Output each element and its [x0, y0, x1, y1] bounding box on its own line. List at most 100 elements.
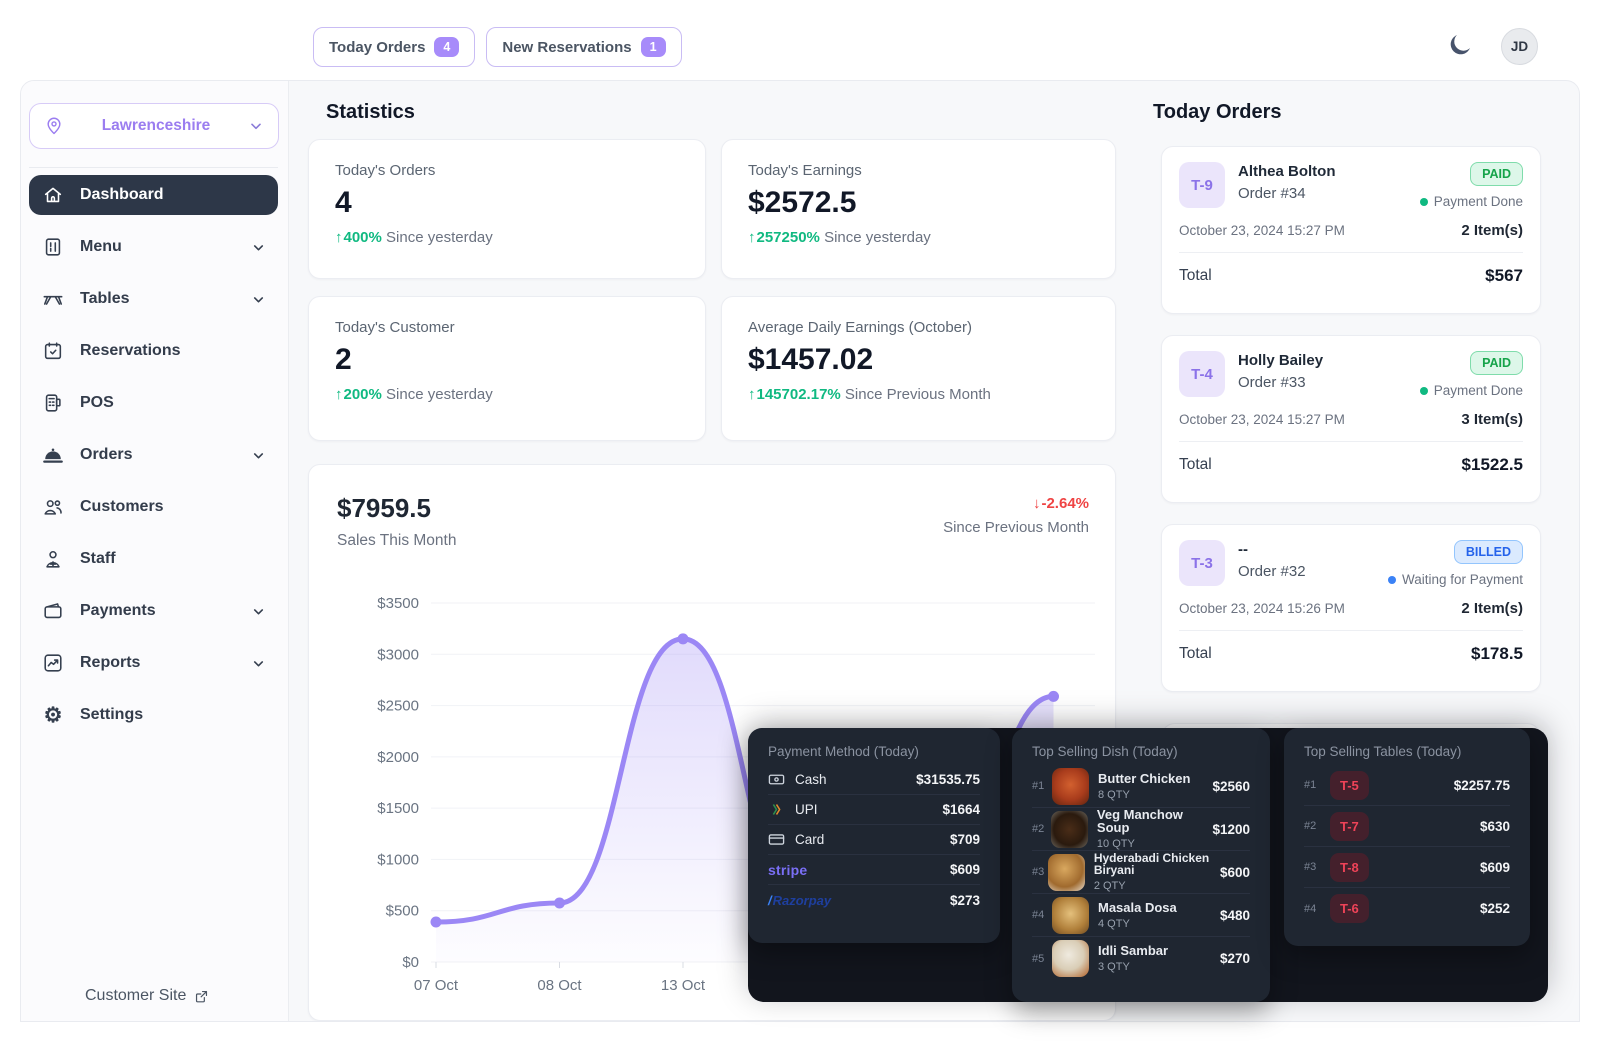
sidebar-item-payments[interactable]: Payments: [29, 591, 278, 631]
dark-mode-toggle[interactable]: [1446, 31, 1474, 59]
statistics-heading: Statistics: [326, 101, 415, 123]
sidebar-item-menu[interactable]: Menu: [29, 227, 278, 267]
location-selector[interactable]: Lawrenceshire: [29, 103, 279, 149]
dish-rank: #3: [1032, 866, 1045, 878]
payment-method-panel: Payment Method (Today) Cash $31535.75 UP…: [748, 728, 1000, 943]
payment-status-text: Waiting for Payment: [1401, 572, 1523, 587]
sidebar-item-staff[interactable]: Staff: [29, 539, 278, 579]
stat-value: $1457.02: [748, 343, 874, 376]
payment-amount: $609: [949, 862, 980, 877]
table-badge: T-3: [1179, 540, 1225, 586]
dish-qty: 10 QTY: [1096, 838, 1135, 850]
customer-site-link[interactable]: Customer Site: [85, 987, 210, 1005]
svg-text:08 Oct: 08 Oct: [537, 977, 582, 994]
table-rank: #3: [1304, 861, 1317, 873]
chevron-down-icon: [251, 123, 261, 130]
dish-name: Veg Manchow Soup: [1096, 807, 1183, 835]
table-row: #4 T-6 $252: [1304, 888, 1510, 929]
sidebar-item-label: Customers: [80, 498, 164, 515]
top-quick-tabs: Today Orders 4 New Reservations 1: [313, 27, 682, 67]
order-number: Order #32: [1238, 563, 1306, 580]
dish-amount: $1200: [1212, 821, 1250, 837]
moon-icon: [1450, 34, 1471, 55]
sidebar-item-dashboard[interactable]: Dashboard: [29, 175, 278, 215]
app-frame: Lawrenceshire Dashboard Menu Tables: [20, 80, 1580, 1022]
status-badge: PAID: [1470, 162, 1523, 186]
order-card[interactable]: T-4 Holly Bailey Order #33 PAID Payment …: [1161, 335, 1541, 503]
dish-qty: 4 QTY: [1098, 917, 1130, 930]
order-customer: Holly Bailey: [1238, 352, 1324, 369]
new-reservations-button-label: New Reservations: [502, 38, 632, 56]
stat-change: 400%: [335, 229, 382, 246]
order-card[interactable]: T-9 Althea Bolton Order #34 PAID Payment…: [1161, 146, 1541, 314]
table-row: #2 T-7 $630: [1304, 806, 1510, 847]
chevron-down-icon: [251, 448, 266, 463]
svg-text:07 Oct: 07 Oct: [414, 977, 459, 994]
dish-name: Idli Sambar: [1098, 943, 1169, 958]
dish-row: #3 Hyderabadi Chicken Biryani 2 QTY $600: [1032, 851, 1250, 894]
chevron-down-icon: [251, 240, 266, 255]
stat-change-note: Since yesterday: [824, 229, 931, 246]
sidebar: Lawrenceshire Dashboard Menu Tables: [21, 81, 289, 1021]
upi-logo-icon: [768, 802, 788, 817]
dish-amount: $270: [1219, 951, 1250, 966]
stat-title: Today's Earnings: [748, 162, 862, 179]
payment-row: stripe $609: [768, 855, 980, 885]
svg-text:$0: $0: [402, 954, 419, 971]
sidebar-item-label: Tables: [80, 290, 130, 307]
dish-qty: 2 QTY: [1093, 880, 1126, 892]
sidebar-item-label: Dashboard: [80, 186, 164, 203]
sidebar-item-label: Menu: [80, 238, 122, 255]
table-amount: $630: [1479, 818, 1510, 834]
dish-rank: #1: [1032, 780, 1045, 792]
svg-text:$2500: $2500: [377, 698, 419, 715]
sidebar-item-label: POS: [80, 394, 114, 411]
divider: [1179, 252, 1523, 253]
stat-card-todays-customer: Today's Customer 2 200% Since yesterday: [308, 296, 706, 441]
payment-amount: $273: [949, 892, 980, 908]
stat-change-note: Since yesterday: [386, 229, 493, 246]
today-orders-button[interactable]: Today Orders 4: [313, 27, 476, 67]
dish-rank: #2: [1032, 823, 1045, 835]
tables-icon: [41, 287, 65, 311]
main-content: Statistics Today's Orders 4 400% Since y…: [289, 81, 1579, 1021]
dish-row: #5 Idli Sambar 3 QTY $270: [1032, 937, 1250, 980]
new-reservations-button[interactable]: New Reservations 1: [486, 27, 682, 67]
table-rank: #2: [1304, 820, 1317, 832]
svg-text:$3000: $3000: [377, 646, 419, 663]
payment-status-text: Payment Done: [1433, 383, 1523, 398]
dish-image: [1052, 767, 1089, 805]
sidebar-item-reports[interactable]: Reports: [29, 643, 278, 683]
today-orders-heading: Today Orders: [1153, 101, 1282, 123]
dish-rank: #5: [1032, 952, 1045, 965]
order-datetime: October 23, 2024 15:27 PM: [1179, 412, 1345, 427]
dish-name: Butter Chicken: [1098, 770, 1191, 786]
wallet-icon: [41, 599, 65, 623]
chevron-down-icon: [251, 292, 266, 307]
home-icon: [41, 183, 65, 207]
stat-value: 4: [335, 186, 352, 219]
sidebar-item-tables[interactable]: Tables: [29, 279, 278, 319]
dish-row: #1 Butter Chicken 8 QTY $2560: [1032, 765, 1250, 808]
sidebar-item-customers[interactable]: Customers: [29, 487, 278, 527]
stat-title: Today's Customer: [335, 319, 455, 336]
stat-change-note: Since Previous Month: [844, 386, 991, 403]
dish-row: #4 Masala Dosa 4 QTY $480: [1032, 894, 1250, 937]
payment-status-dot: [1419, 197, 1428, 206]
sidebar-item-label: Reports: [80, 654, 141, 671]
sidebar-item-reservations[interactable]: Reservations: [29, 331, 278, 371]
sidebar-item-pos[interactable]: POS: [29, 383, 278, 423]
sidebar-item-label: Staff: [80, 550, 116, 567]
chevron-down-icon: [251, 656, 266, 671]
user-avatar[interactable]: JD: [1501, 28, 1538, 65]
sidebar-item-settings[interactable]: ⚙ Settings: [29, 695, 278, 735]
sidebar-item-orders[interactable]: Orders: [29, 435, 278, 475]
payment-row: Cash $31535.75: [768, 765, 980, 795]
order-total-label: Total: [1179, 456, 1212, 473]
sidebar-item-label: Settings: [80, 706, 144, 723]
payment-method-name: Card: [795, 832, 825, 847]
table-badge: T-5: [1330, 770, 1369, 800]
sales-change: -2.64%: [1033, 495, 1089, 512]
order-card[interactable]: T-3 -- Order #32 BILLED Waiting for Paym…: [1161, 524, 1541, 692]
dish-rank: #4: [1032, 909, 1045, 921]
